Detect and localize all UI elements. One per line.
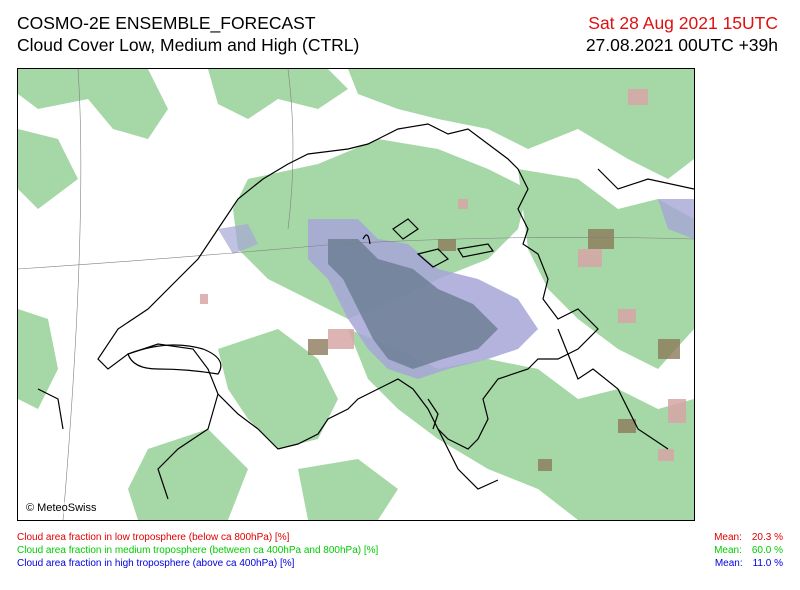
time-block: Sat 28 Aug 2021 15UTC 27.08.2021 00UTC +… — [586, 12, 778, 56]
legend-low-label: Cloud area fraction in low troposphere (… — [17, 532, 290, 543]
legend: Cloud area fraction in low troposphere (… — [17, 531, 783, 570]
mean-label: Mean: — [714, 545, 742, 556]
mean-label: Mean: — [714, 558, 743, 569]
mean-label: Mean: — [714, 532, 742, 543]
mixed-cloud-layer — [308, 229, 680, 471]
title-block: COSMO-2E ENSEMBLE_FORECAST Cloud Cover L… — [17, 12, 359, 56]
legend-row-low: Cloud area fraction in low troposphere (… — [17, 531, 783, 544]
low-cloud-layer — [200, 89, 686, 461]
country-borders — [37, 123, 694, 500]
copyright-label: © MeteoSwiss — [24, 502, 99, 514]
medium-cloud-layer — [18, 69, 694, 520]
legend-high-label: Cloud area fraction in high troposphere … — [17, 558, 295, 569]
legend-high-mean: Mean: 11.0 % — [715, 557, 783, 570]
map-canvas — [18, 69, 694, 520]
legend-medium-label: Cloud area fraction in medium tropospher… — [17, 545, 379, 556]
valid-time: Sat 28 Aug 2021 15UTC — [588, 13, 778, 33]
mean-value: 20.3 % — [751, 532, 783, 543]
cloud-cover-map: © MeteoSwiss — [17, 68, 695, 521]
product-title: Cloud Cover Low, Medium and High (CTRL) — [17, 35, 360, 55]
legend-row-medium: Cloud area fraction in medium tropospher… — [17, 544, 783, 557]
model-title: COSMO-2E ENSEMBLE_FORECAST — [17, 13, 316, 33]
high-cloud-layer — [218, 199, 694, 379]
init-time: 27.08.2021 00UTC +39h — [585, 35, 778, 55]
mean-value: 60.0 % — [751, 545, 783, 556]
mean-value: 11.0 % — [752, 558, 783, 569]
legend-low-mean: Mean: 20.3 % — [714, 531, 783, 544]
legend-medium-mean: Mean: 60.0 % — [714, 544, 783, 557]
legend-row-high: Cloud area fraction in high troposphere … — [17, 557, 783, 570]
graticule — [18, 69, 694, 520]
